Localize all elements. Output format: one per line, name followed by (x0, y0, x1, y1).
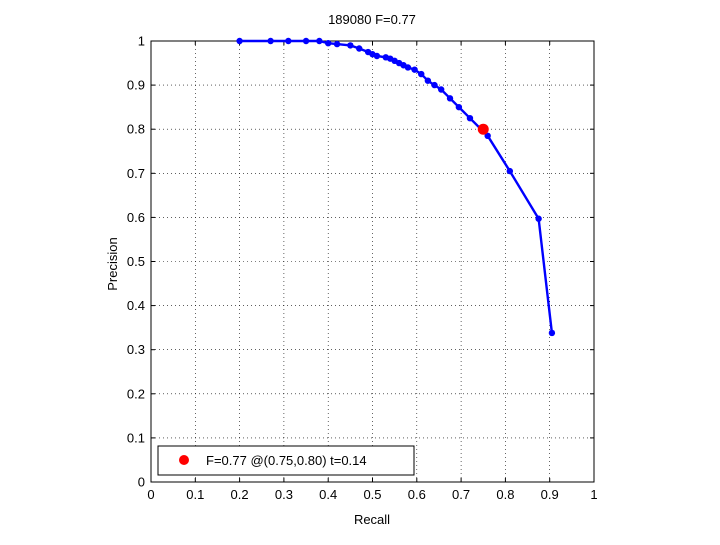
x-tick-label: 0.7 (452, 487, 470, 502)
x-tick-label: 0.9 (541, 487, 559, 502)
data-point (373, 52, 381, 60)
y-tick-label: 0 (138, 475, 145, 490)
data-point (267, 37, 274, 45)
data-point (333, 40, 341, 48)
x-tick-label: 0.4 (319, 487, 337, 502)
data-point (506, 167, 514, 175)
data-point (356, 45, 363, 52)
y-tick-label: 0.3 (127, 342, 145, 357)
y-tick-label: 0.9 (127, 78, 145, 93)
y-tick-label: 0.6 (127, 210, 145, 225)
x-tick-label: 0.2 (231, 487, 249, 502)
best-f-point-marker (477, 123, 489, 135)
x-tick-label: 0.3 (275, 487, 293, 502)
series-layer (236, 37, 556, 337)
x-tick-label: 0 (147, 487, 154, 502)
data-point (316, 37, 323, 45)
x-tick-label: 1 (590, 487, 597, 502)
x-tick-label: 0.1 (186, 487, 204, 502)
data-point (404, 64, 412, 71)
series-line (239, 39, 554, 334)
y-axis-label: Precision (105, 237, 120, 290)
legend-text: F=0.77 @(0.75,0.80) t=0.14 (206, 453, 367, 468)
data-point (535, 215, 542, 222)
y-tick-label: 0.8 (127, 122, 145, 137)
y-tick-label: 0.7 (127, 166, 145, 181)
legend-marker (179, 455, 189, 465)
data-point (302, 37, 310, 45)
x-axis-label: Recall (354, 512, 390, 527)
chart-title: 189080 F=0.77 (328, 12, 416, 27)
data-point (347, 42, 354, 49)
x-tick-label: 0.8 (496, 487, 514, 502)
legend: F=0.77 @(0.75,0.80) t=0.14 (157, 445, 415, 476)
data-point (424, 77, 432, 84)
y-tick-label: 0.5 (127, 254, 145, 269)
data-point (437, 86, 445, 93)
data-point (418, 70, 425, 78)
y-tick-label: 0.1 (127, 430, 145, 445)
data-point (455, 103, 463, 111)
data-point (446, 95, 454, 102)
y-tick-label: 0.2 (127, 386, 145, 401)
highlight-layer (477, 123, 489, 135)
data-point (236, 37, 243, 45)
data-point (548, 329, 556, 337)
data-point (411, 66, 418, 73)
grid-layer (151, 41, 594, 482)
x-tick-label: 0.6 (408, 487, 426, 502)
y-tick-label: 0.4 (127, 298, 145, 313)
y-tick-label: 1 (138, 34, 145, 49)
data-point (484, 132, 491, 140)
data-point (466, 114, 474, 122)
data-point (285, 37, 292, 45)
data-point (325, 40, 332, 47)
ticks-layer: 0 0.1 0.2 0.3 0.4 0.5 0.6 0.7 0.8 0.9 1 0 0.1 0.2 0.3 0… (127, 34, 598, 503)
data-point (431, 81, 438, 89)
x-tick-label: 0.5 (363, 487, 381, 502)
legend-box (157, 445, 415, 476)
